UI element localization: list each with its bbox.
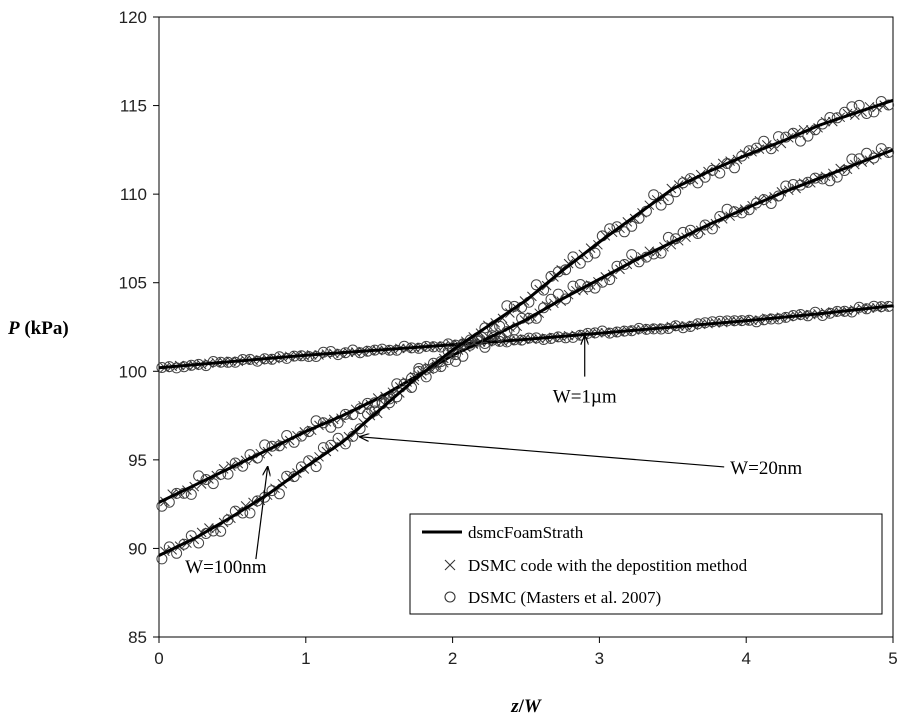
marker-o [450,355,461,367]
marker-o [428,357,439,369]
marker-o [479,341,491,353]
marker-o [339,408,351,420]
annotation-layer: W=1µm W=20nm W=100nm [185,336,802,578]
marker-o [758,135,770,147]
x-tick-label: 3 [595,649,604,668]
marker-o [846,101,858,113]
marker-o [648,189,660,201]
legend-label-dsmcfoamstrath: dsmcFoamStrath [468,523,584,542]
series-w20nm [156,143,895,512]
marker-o [817,310,828,321]
marker-o [618,226,630,238]
series-line [158,148,894,504]
legend-box [409,513,883,615]
y-tick-label: 100 [119,362,147,381]
marker-o [721,203,733,215]
marker-o [391,391,403,403]
y-tick-label: 110 [120,185,147,204]
marker-o [853,301,865,313]
x-axis-title-z: z [510,696,519,717]
marker-o [626,249,638,261]
marker-o [273,488,285,500]
tick-layer: 85 90 95 100 105 110 115 120 0 1 2 3 4 5 [119,8,898,668]
x-axis-title-slash: / [518,696,525,717]
marker-o [662,194,674,206]
marker-o [523,312,535,324]
x-axis-title-w: W [524,696,542,717]
legend-label-dsmc-masters: DSMC (Masters et al. 2007) [468,588,661,607]
y-axis-title: P (kPa) [7,318,69,339]
y-axis-title-symbol: P [7,318,20,339]
marker-o [244,507,256,519]
marker-o [706,316,718,328]
marker-o [420,363,432,375]
y-axis-title-unit: (kPa) [20,318,69,339]
marker-o [846,153,858,165]
x-tick-label: 4 [741,649,750,668]
marker-o [362,397,373,409]
series-line [158,98,894,557]
marker-o [729,162,740,174]
plot-area [158,16,894,638]
x-tick-label: 5 [888,649,897,668]
x-axis-title: z/W [510,696,542,717]
y-tick-label: 95 [128,451,147,470]
x-tick-label: 0 [154,649,163,668]
marker-o [384,397,395,409]
plot-border [158,16,894,638]
marker-o [215,525,227,537]
x-tick-label: 2 [448,649,457,668]
legend: dsmcFoamStrath DSMC code with the depost… [409,513,883,615]
y-tick-label: 90 [128,539,147,558]
annotation-label: W=100nm [185,557,267,578]
y-tick-label: 105 [119,274,147,293]
legend-x-marker [444,559,456,571]
y-tick-label: 115 [120,97,147,116]
annotation-label: W=20nm [730,458,802,479]
series-w100nm [156,96,895,565]
annotation-arrow [360,437,725,468]
y-tick-label: 85 [128,628,147,647]
marker-o [530,279,542,291]
series-w1um [156,300,895,374]
marker-o [251,495,263,507]
y-tick-label: 120 [119,8,147,27]
data-layer [156,96,895,565]
legend-o-marker [444,591,456,603]
marker-o [193,537,205,549]
annotation-label: W=1µm [553,387,617,408]
marker-o [795,135,806,147]
marker-o [567,280,579,292]
x-tick-label: 1 [301,649,310,668]
legend-label-dsmc-code: DSMC code with the depostition method [468,556,748,575]
annotation-arrow [255,467,268,560]
series-line [158,304,894,370]
